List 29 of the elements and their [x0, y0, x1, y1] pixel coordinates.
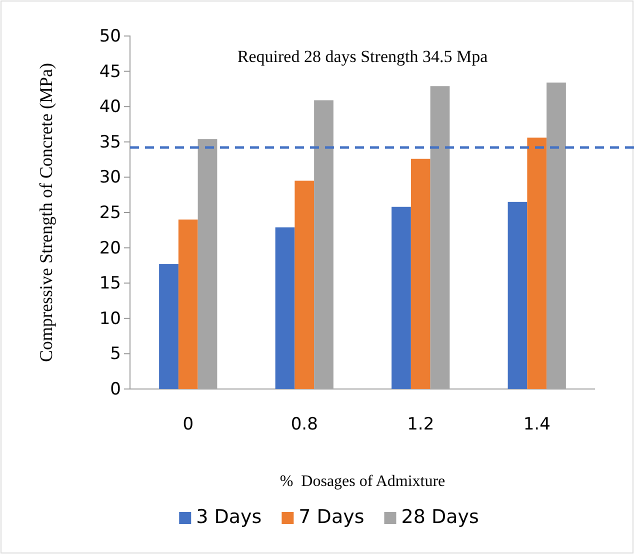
bar: [527, 138, 547, 389]
bar: [159, 264, 178, 389]
x-tick-label: 1.4: [523, 414, 550, 434]
y-tick-label: 25: [99, 202, 121, 223]
y-tick-label: 50: [99, 26, 121, 46]
y-tick-label: 20: [99, 238, 121, 258]
y-tick-label: 30: [99, 168, 121, 188]
bar: [508, 202, 528, 389]
legend-label: 28 Days: [401, 506, 479, 528]
bar: [392, 206, 411, 389]
legend-label: 7 Days: [298, 506, 364, 528]
bar: [410, 158, 430, 389]
legend-label: 3 Days: [196, 506, 262, 528]
y-tick-label: 40: [99, 97, 121, 118]
y-tick-label: 0: [110, 379, 121, 400]
y-tick-label: 45: [99, 62, 121, 82]
y-tick-label: 5: [110, 344, 121, 364]
x-tick-label: 0.8: [290, 414, 318, 434]
y-axis-title: Compressive Strength of Concrete (MPa): [36, 63, 56, 362]
bar: [294, 180, 314, 389]
bar: [178, 220, 198, 389]
y-tick-label: 10: [99, 308, 121, 329]
x-tick-label: 0: [182, 414, 194, 434]
annotation: Required 28 days Strength 34.5 Mpa: [237, 47, 488, 66]
y-tick-label: 15: [99, 274, 121, 294]
x-axis-title: % Dosages of Admixture: [280, 473, 446, 490]
x-tick-label: 1.2: [407, 414, 434, 434]
y-tick-label: 35: [99, 132, 121, 152]
bar: [275, 227, 295, 389]
